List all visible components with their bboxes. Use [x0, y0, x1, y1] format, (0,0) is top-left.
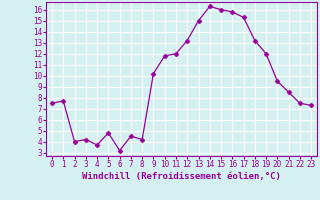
- X-axis label: Windchill (Refroidissement éolien,°C): Windchill (Refroidissement éolien,°C): [82, 172, 281, 181]
